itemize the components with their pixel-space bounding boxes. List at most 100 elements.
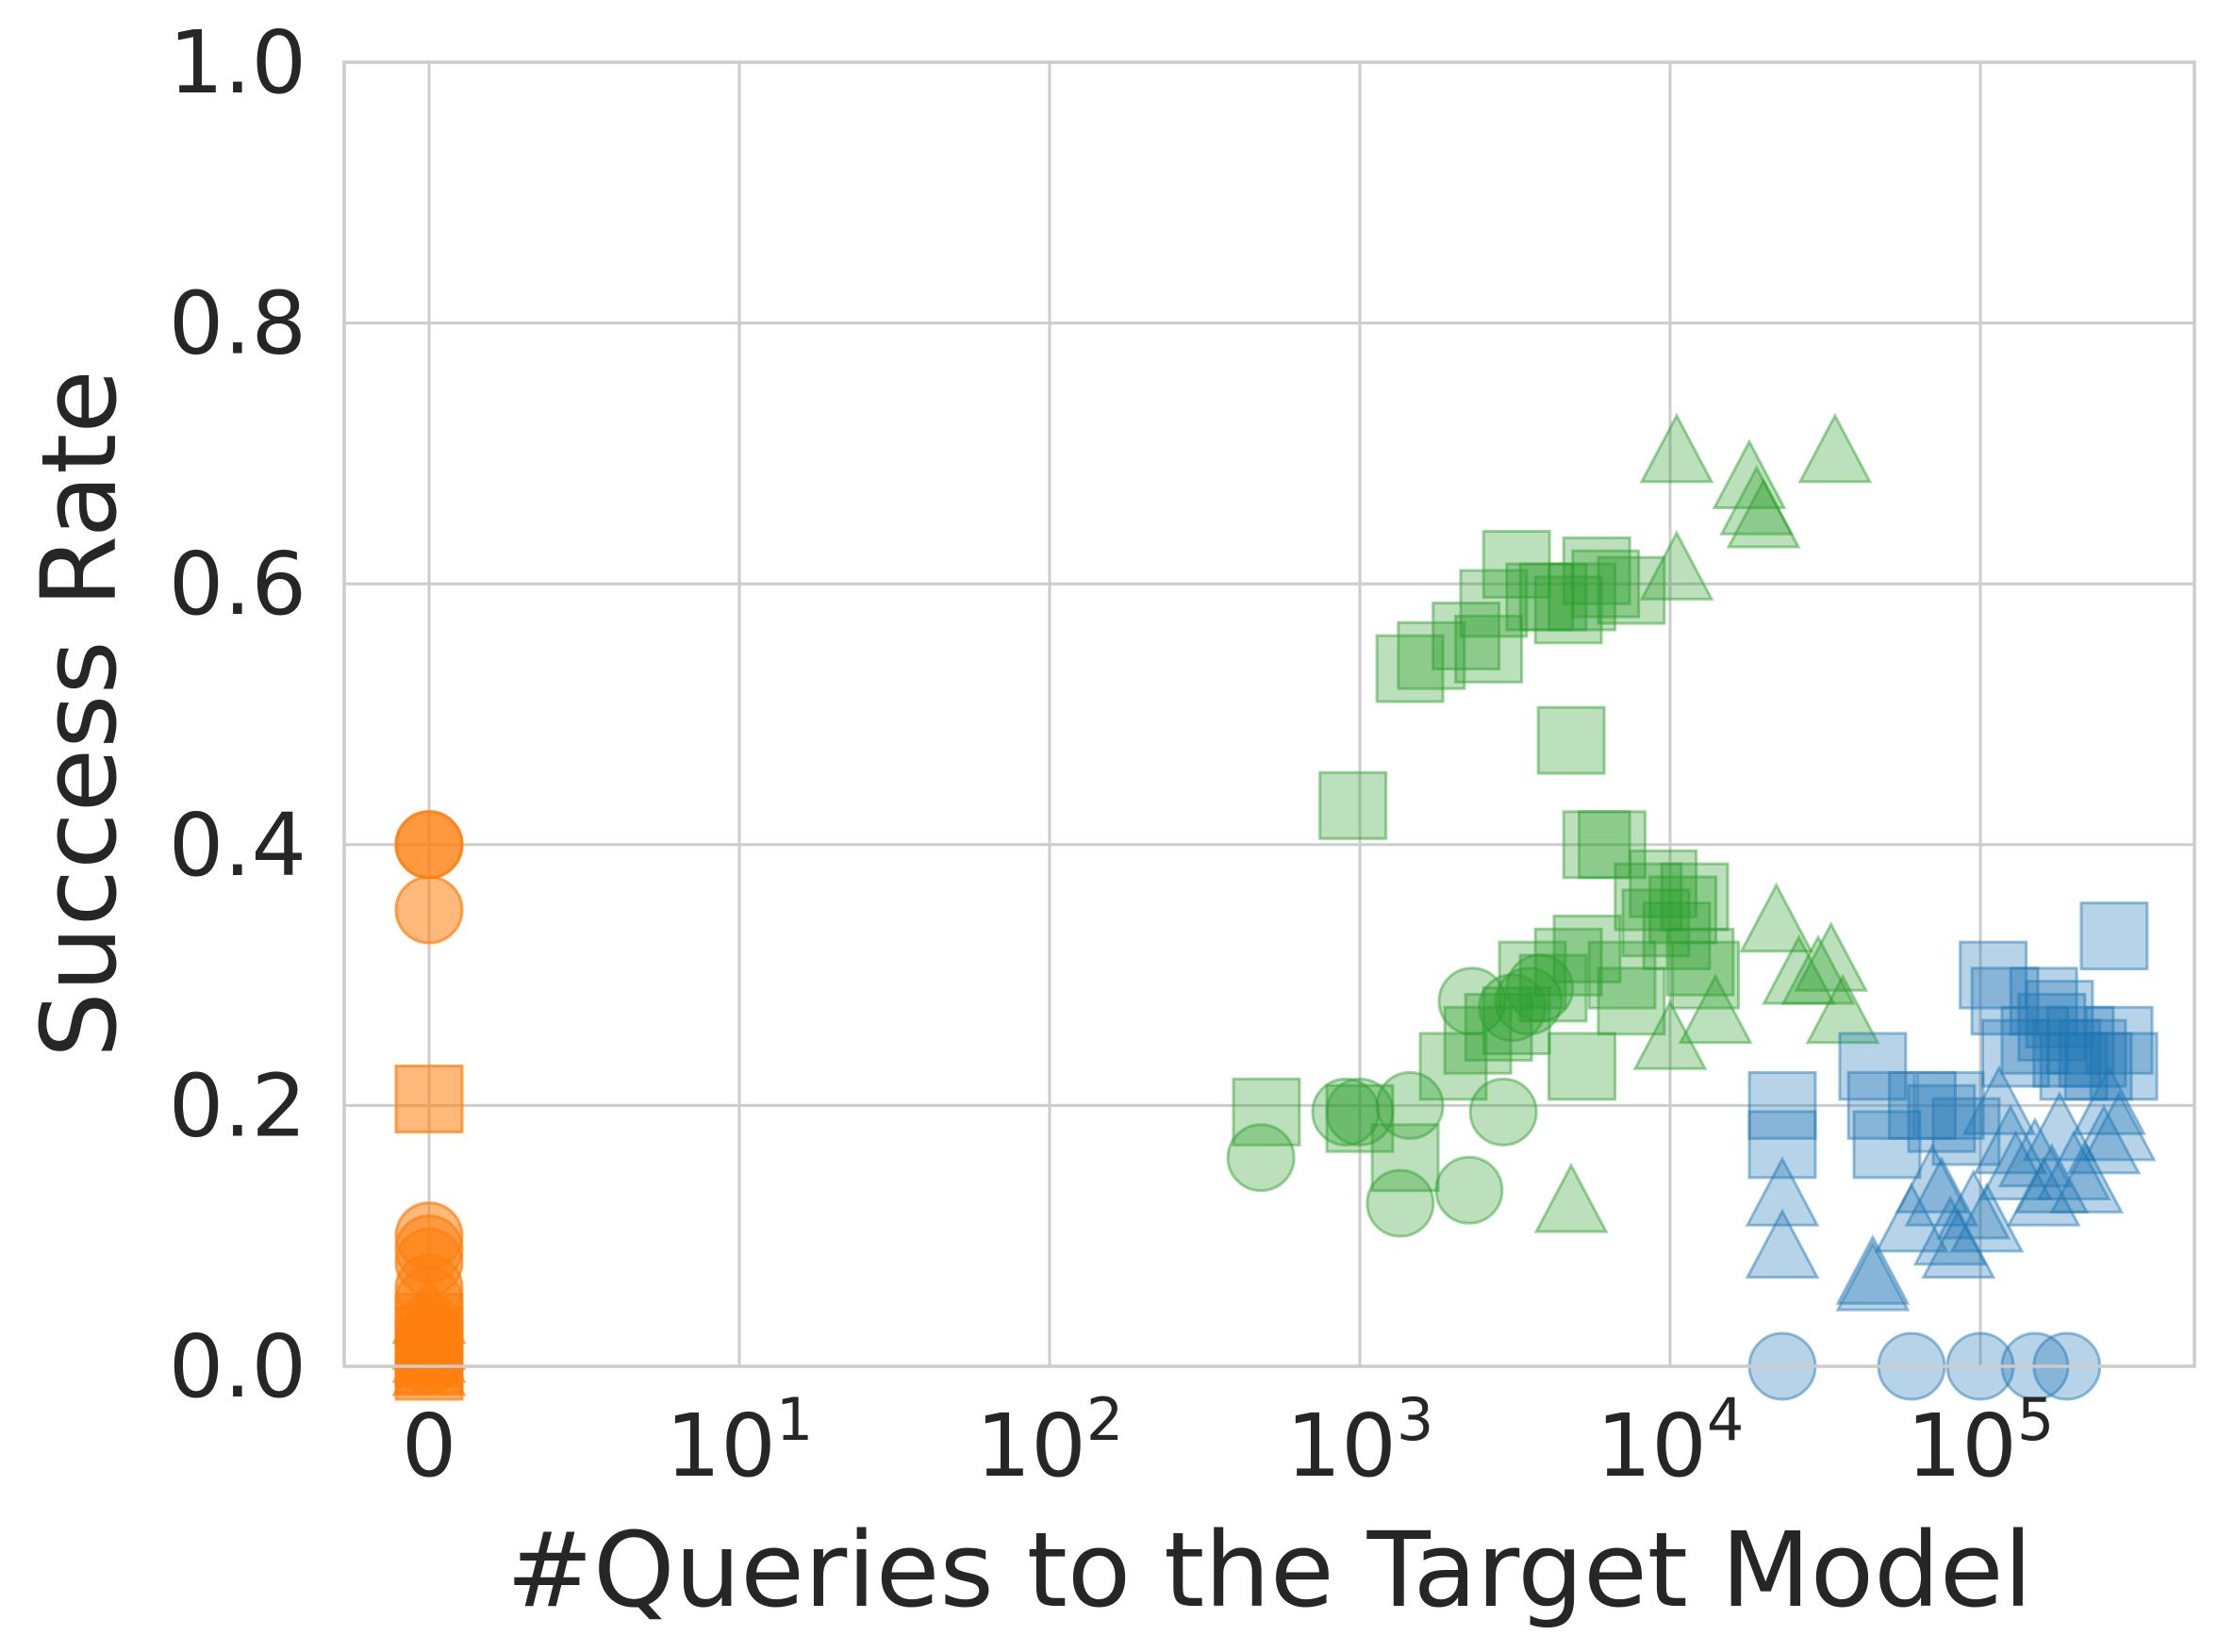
series-green-square [1232,529,1740,1193]
square-point [2032,1018,2102,1088]
circle-point [1375,1070,1445,1140]
square-point [1459,569,1529,638]
square-point [1648,875,1718,945]
square-point [1533,927,1603,997]
triangle-point [1794,921,1869,992]
triangle-point [1949,1181,2025,1253]
triangle-point [1895,1143,1970,1214]
triangle-point [2066,1103,2142,1175]
square-point [1443,1005,1513,1075]
circle-point [1494,966,1564,1036]
triangle-point [1835,1240,1911,1312]
triangle-point [1961,1065,2037,1135]
square-point [1498,940,1567,1010]
x-tick-base: 0 [402,1396,457,1496]
x-tick-labels: 0 101 102 103 104 105 [402,1385,2055,1496]
square-point [2045,1005,2115,1075]
square-point [1597,555,1666,625]
x-tick-label: 101 [666,1385,814,1496]
circle-point [1505,953,1575,1023]
x-tick-exponent: 2 [1086,1385,1123,1454]
square-point [1887,1070,1957,1140]
triangle-point [1726,477,1801,549]
square-point [1370,1123,1440,1193]
square-point [1642,901,1712,971]
square-point [1518,953,1588,1023]
triangle-point [1712,438,1787,510]
x-tick-label: 102 [976,1385,1124,1496]
square-point [2009,966,2078,1036]
square-point [1670,940,1740,1010]
x-tick-base: 10 [1286,1396,1397,1496]
square-point [1915,1070,1985,1140]
square-point [1464,992,1533,1062]
triangle-point [1639,412,1714,484]
triangle-point [1874,1181,1949,1253]
square-point [1959,940,2028,1010]
circle-point [1311,1077,1381,1147]
x-tick-exponent: 1 [776,1385,813,1454]
square-point [1846,1070,1916,1140]
square-point [1505,562,1575,632]
series-green-triangle [1533,412,1880,1233]
square-point [1838,1032,1908,1101]
triangle-point [1973,1103,2048,1175]
plot-frame [342,60,2196,1368]
square-point [1552,914,1622,983]
square-point [1621,888,1691,958]
square-point [2063,1032,2133,1101]
square-point [1325,1083,1395,1153]
x-tick-base: 10 [666,1396,776,1496]
x-tick-exponent: 5 [2017,1385,2054,1454]
triangle-point [391,1325,467,1396]
x-axis-label: #Queries to the Target Model [506,1510,2032,1630]
x-tick-base: 10 [976,1396,1086,1496]
y-tick-label: 0.4 [169,795,306,896]
triangle-point [1745,1156,1820,1227]
circle-point [1478,973,1548,1043]
square-point [394,1064,464,1133]
x-tick-base: 10 [1597,1396,1707,1496]
x-tick-label: 0 [402,1396,457,1496]
circle-point [394,810,464,880]
triangle-point [1780,933,1856,1005]
square-point [1587,940,1657,1010]
triangle-point [2014,1143,2090,1214]
x-tick-base: 10 [1907,1396,2017,1496]
square-point [1418,1032,1488,1101]
series-green-circle [1226,953,1575,1238]
square-point [1660,862,1730,932]
triangle-point [1797,412,1873,484]
square-point [1518,562,1588,632]
square-point [1375,634,1445,703]
square-point [1597,966,1666,1036]
circle-point [394,875,464,945]
square-point [1931,1097,2001,1166]
x-tick-exponent: 4 [1707,1385,1744,1454]
triangle-point [1835,1233,1911,1305]
series-blue-square [1747,901,2159,1180]
square-point [1232,1077,1301,1147]
square-point [1533,575,1603,645]
square-point [1536,705,1606,775]
triangle-point [1912,1195,1988,1266]
square-point [1907,1083,1977,1153]
triangle-point [2036,1130,2111,1201]
square-point [1970,966,2040,1036]
square-point [2079,901,2149,971]
square-point [2025,980,2094,1049]
triangle-point [1921,1208,1996,1280]
circle-point [1468,1077,1538,1147]
y-axis-label: Success Rate [19,370,140,1058]
triangle-point [1936,1168,2011,1240]
circle-point [1325,1077,1395,1147]
square-point [1614,862,1683,932]
square-point [1562,536,1631,605]
y-tick-label: 0.8 [169,273,306,374]
y-tick-labels: 0.0 0.2 0.4 0.6 0.8 1.0 [169,12,306,1417]
square-point [1562,810,1631,880]
square-point [1548,562,1617,632]
square-point [1577,810,1647,880]
